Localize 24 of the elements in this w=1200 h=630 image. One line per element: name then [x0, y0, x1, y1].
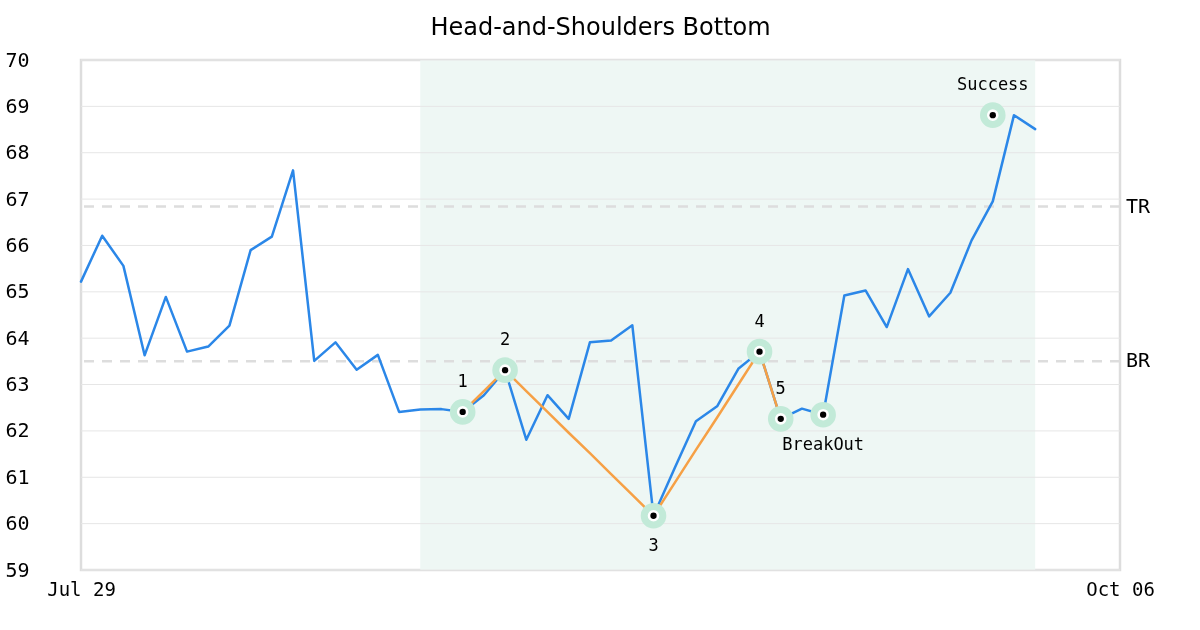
chart-title: Head-and-Shoulders Bottom — [430, 13, 771, 41]
annotation: 1 — [457, 370, 468, 391]
y-tick-label: 65 — [5, 279, 30, 304]
annotation: 4 — [754, 310, 765, 331]
x-tick-label: Oct 06 — [1086, 577, 1155, 600]
y-tick-label: 69 — [5, 93, 30, 118]
y-tick-label: 64 — [5, 325, 30, 350]
ref-line-label: BR — [1126, 348, 1152, 373]
y-tick-label: 59 — [5, 557, 30, 582]
annotation: BreakOut — [782, 433, 865, 454]
x-tick-label: Jul 29 — [47, 577, 116, 600]
y-tick-label: 60 — [5, 511, 30, 536]
y-tick-label: 68 — [5, 140, 30, 165]
annotation: Success — [956, 74, 1029, 95]
y-tick-label: 70 — [5, 47, 30, 72]
y-tick-label: 61 — [5, 464, 30, 489]
y-tick-label: 63 — [5, 372, 30, 397]
y-tick-label: 62 — [5, 418, 30, 443]
ref-line-label: TR — [1126, 193, 1152, 218]
y-tick-label: 67 — [5, 186, 30, 211]
y-tick-label: 66 — [5, 232, 30, 257]
annotation: 3 — [648, 534, 659, 555]
annotation: 5 — [775, 377, 786, 398]
annotation: 2 — [499, 329, 511, 350]
